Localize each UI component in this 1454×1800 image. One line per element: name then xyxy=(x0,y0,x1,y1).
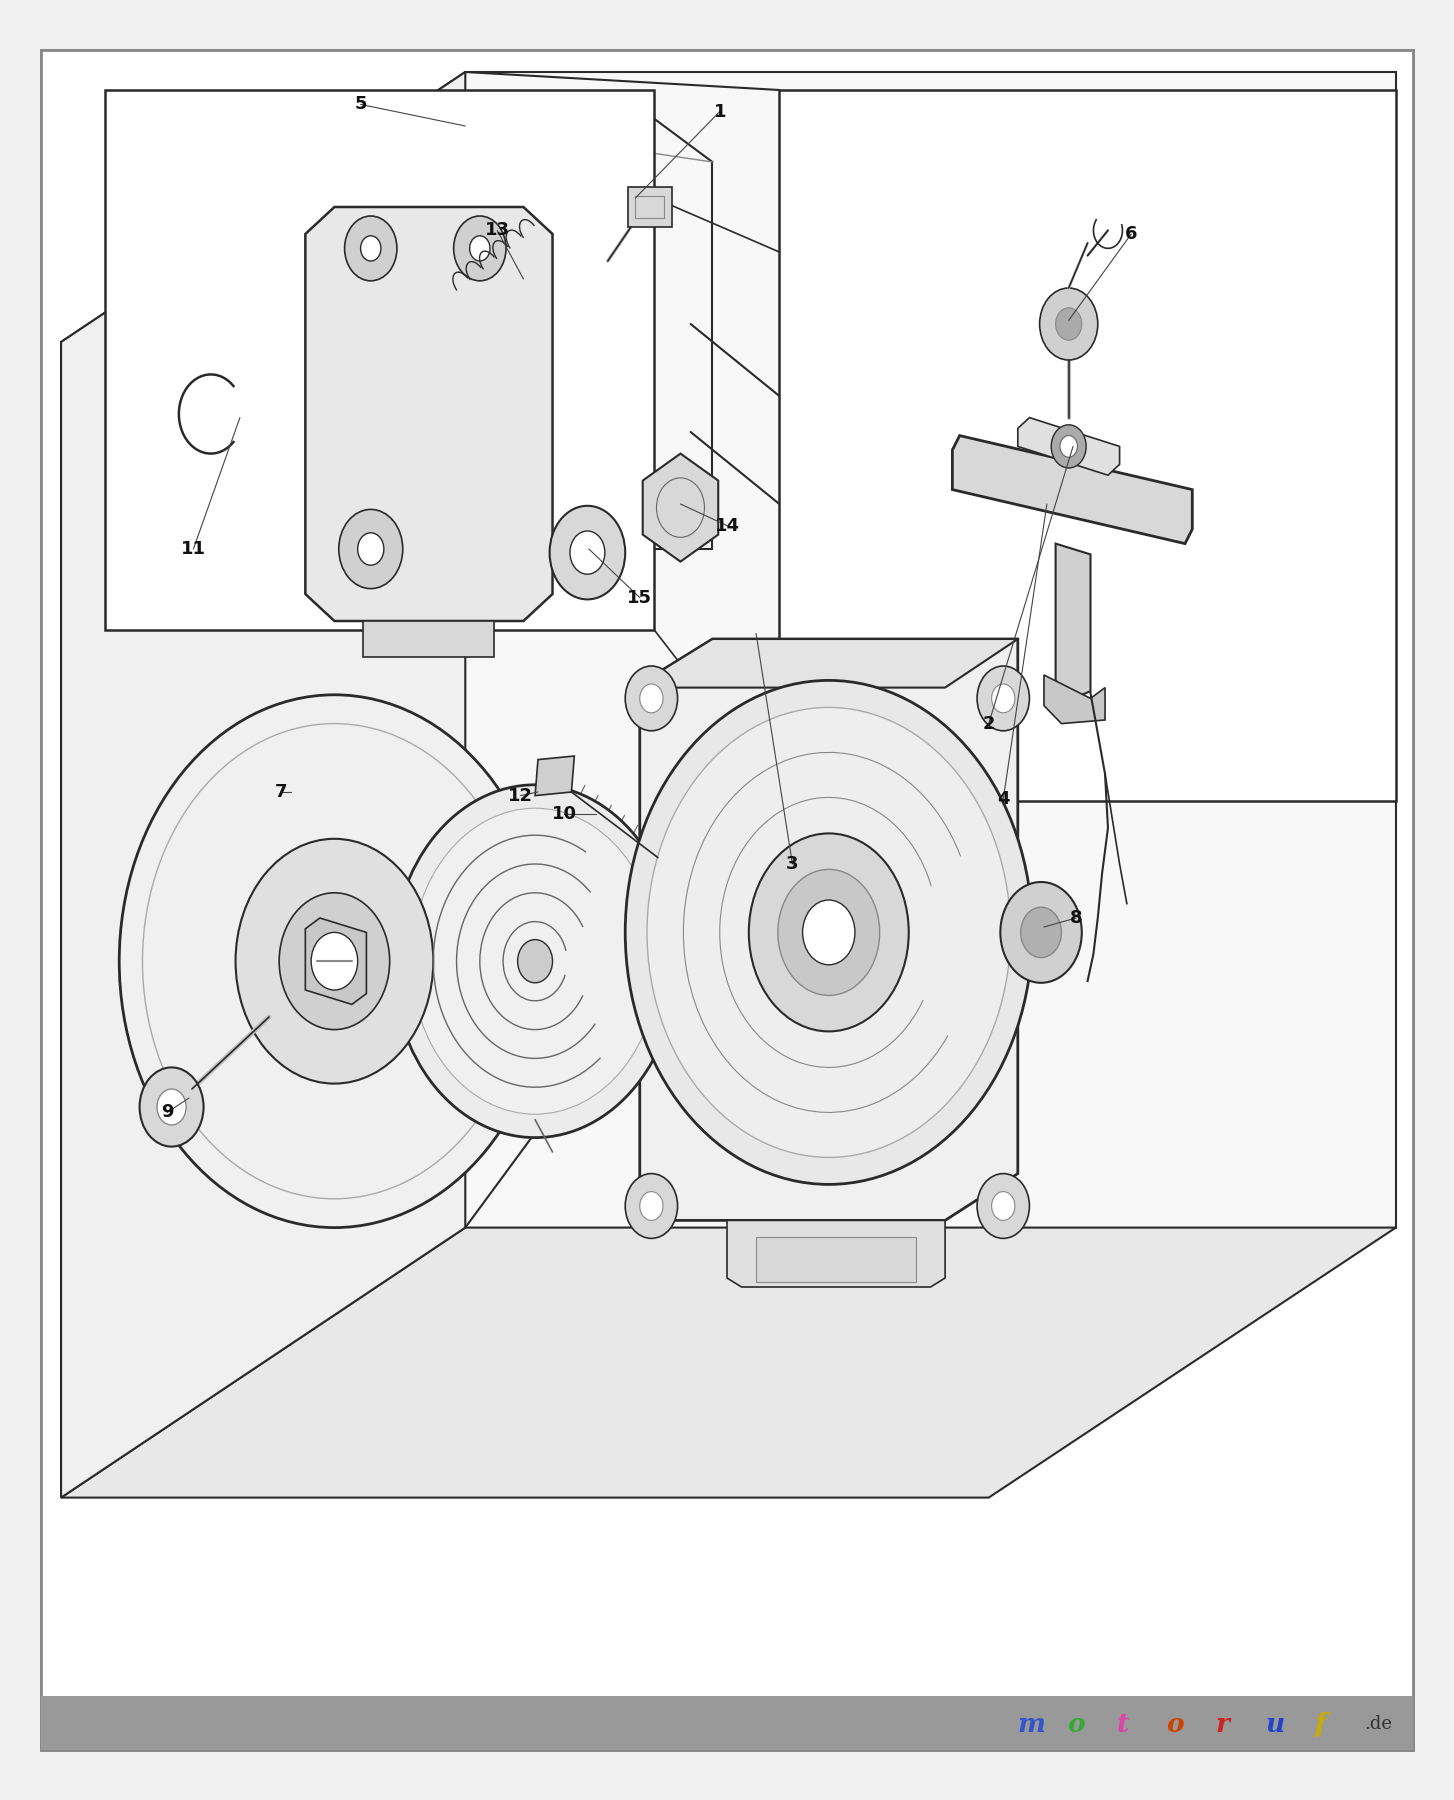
Text: 8: 8 xyxy=(1070,909,1082,927)
Bar xyxy=(779,90,1396,801)
Circle shape xyxy=(1056,308,1082,340)
Polygon shape xyxy=(1056,544,1090,698)
Text: t: t xyxy=(1117,1712,1128,1737)
Text: 2: 2 xyxy=(983,715,995,733)
Circle shape xyxy=(570,531,605,574)
Bar xyxy=(635,196,664,218)
Polygon shape xyxy=(640,639,1018,1220)
Polygon shape xyxy=(535,756,574,796)
Text: o: o xyxy=(1166,1712,1184,1737)
Polygon shape xyxy=(952,436,1192,544)
Circle shape xyxy=(518,940,553,983)
Circle shape xyxy=(647,707,1011,1157)
Text: 12: 12 xyxy=(507,787,534,805)
Circle shape xyxy=(470,236,490,261)
Text: m: m xyxy=(1018,1712,1045,1737)
Circle shape xyxy=(236,839,433,1084)
Circle shape xyxy=(977,666,1029,731)
Text: 3: 3 xyxy=(787,855,798,873)
Text: .de: .de xyxy=(1364,1715,1391,1733)
Text: 6: 6 xyxy=(1125,225,1137,243)
Text: 5: 5 xyxy=(355,95,366,113)
Text: 11: 11 xyxy=(180,540,206,558)
Polygon shape xyxy=(640,639,1018,688)
Circle shape xyxy=(1060,436,1077,457)
Circle shape xyxy=(992,684,1015,713)
Text: 7: 7 xyxy=(275,783,286,801)
Text: 4: 4 xyxy=(997,790,1009,808)
Circle shape xyxy=(311,932,358,990)
Circle shape xyxy=(1040,288,1098,360)
Circle shape xyxy=(640,1192,663,1220)
Circle shape xyxy=(1051,425,1086,468)
Circle shape xyxy=(140,1067,204,1147)
Text: 14: 14 xyxy=(714,517,740,535)
Polygon shape xyxy=(61,1228,1396,1498)
Circle shape xyxy=(411,808,659,1114)
Polygon shape xyxy=(727,1220,945,1287)
Circle shape xyxy=(625,680,1032,1184)
Circle shape xyxy=(454,216,506,281)
Circle shape xyxy=(778,869,880,995)
Polygon shape xyxy=(364,621,494,657)
Polygon shape xyxy=(305,207,553,621)
Bar xyxy=(41,1696,1413,1750)
Circle shape xyxy=(992,1192,1015,1220)
Circle shape xyxy=(625,1174,678,1238)
Text: 10: 10 xyxy=(551,805,577,823)
Circle shape xyxy=(640,684,663,713)
Text: 9: 9 xyxy=(161,1103,173,1121)
Text: 15: 15 xyxy=(627,589,653,607)
Polygon shape xyxy=(465,72,1396,1228)
Circle shape xyxy=(749,833,909,1031)
Circle shape xyxy=(803,900,855,965)
Polygon shape xyxy=(61,72,465,1498)
Text: f: f xyxy=(1314,1712,1326,1737)
Text: 1: 1 xyxy=(714,103,726,121)
Circle shape xyxy=(393,785,678,1138)
Circle shape xyxy=(157,1089,186,1125)
Text: u: u xyxy=(1265,1712,1284,1737)
Bar xyxy=(756,1237,916,1282)
Polygon shape xyxy=(305,918,366,1004)
Polygon shape xyxy=(1044,675,1105,724)
Circle shape xyxy=(339,509,403,589)
Circle shape xyxy=(977,1174,1029,1238)
Circle shape xyxy=(1021,907,1061,958)
Text: r: r xyxy=(1216,1712,1230,1737)
Text: o: o xyxy=(1067,1712,1085,1737)
Circle shape xyxy=(1000,882,1082,983)
Bar xyxy=(105,90,654,630)
Circle shape xyxy=(361,236,381,261)
Text: 13: 13 xyxy=(484,221,510,239)
Circle shape xyxy=(358,533,384,565)
Circle shape xyxy=(550,506,625,599)
Circle shape xyxy=(625,666,678,731)
Polygon shape xyxy=(61,72,465,1498)
Polygon shape xyxy=(1018,418,1120,475)
Polygon shape xyxy=(643,454,718,562)
Circle shape xyxy=(119,695,550,1228)
Circle shape xyxy=(345,216,397,281)
Circle shape xyxy=(279,893,390,1030)
Bar xyxy=(628,187,672,227)
